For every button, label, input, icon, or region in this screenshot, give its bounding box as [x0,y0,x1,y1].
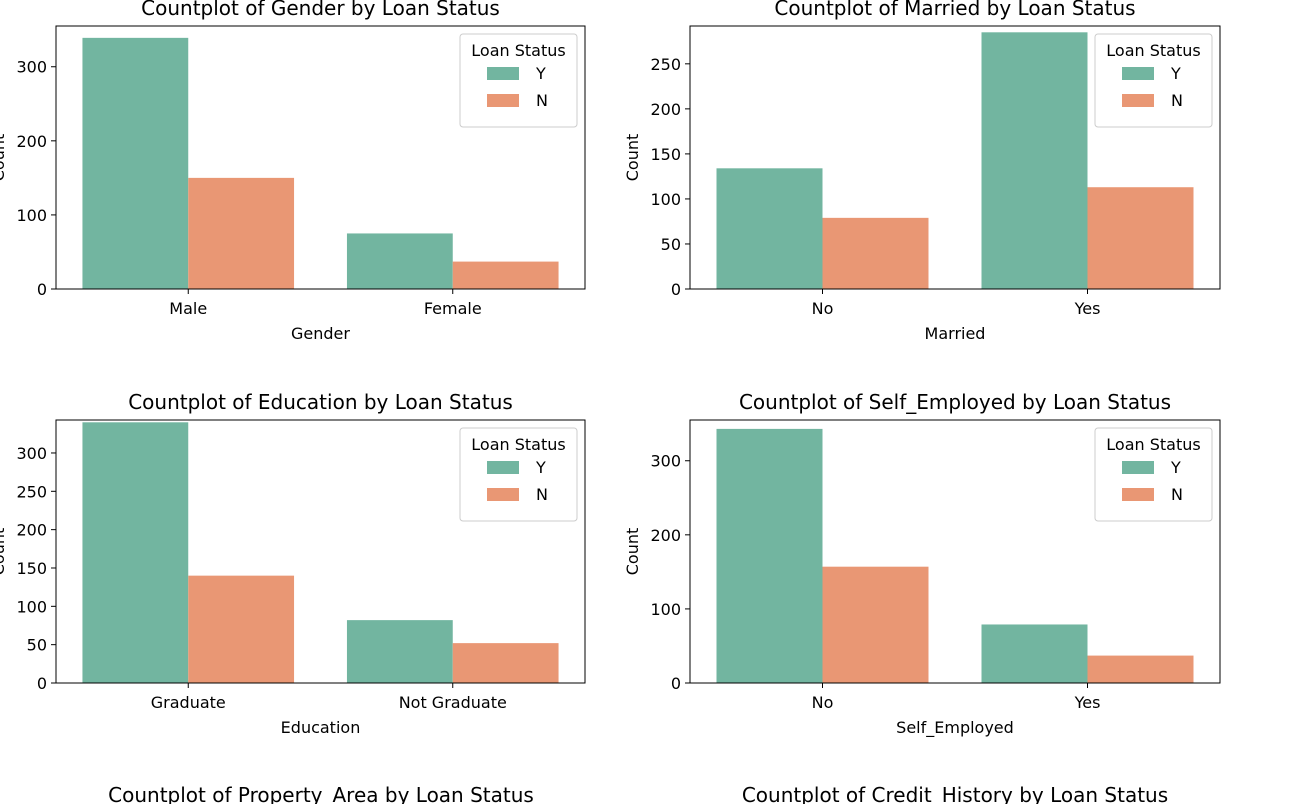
x-axis-label: Self_Employed [896,718,1014,738]
y-tick-label: 50 [27,636,47,655]
legend-title: Loan Status [471,41,565,60]
bar-y [716,168,823,289]
chart-panels: Countplot of Gender by Loan Status 0 100 20… [0,0,1221,738]
bar-y [346,233,453,289]
y-tick-label: 300 [16,444,47,463]
bar-n [452,261,559,289]
bar-y [981,32,1088,289]
y-tick-label: 200 [650,526,681,545]
bar-n [188,177,295,289]
legend: Loan Status YN [1094,33,1213,128]
legend-title: Loan Status [1106,41,1200,60]
legend: Loan Status YN [459,33,578,128]
y-tick-label: 100 [650,600,681,619]
y-tick-label: 150 [650,145,681,164]
chart-panel: Countplot of Education by Loan Status 0 50… [0,390,586,737]
legend-swatch-n [1122,94,1154,107]
bar-y [716,428,823,683]
y-tick-label: 300 [650,452,681,471]
y-tick-label: 100 [16,206,47,225]
legend-swatch-n [1122,488,1154,501]
legend-label-y: Y [1170,64,1181,83]
chart-title: Countplot of Gender by Loan Status [141,0,500,20]
legend-label-y: Y [535,458,546,477]
chart-title: Countplot of Married by Loan Status [774,0,1135,20]
y-tick-label: 100 [16,597,47,616]
chart-title: Countplot of Self_Employed by Loan Statu… [739,390,1171,414]
legend: Loan Status YN [459,427,578,522]
legend-title: Loan Status [471,435,565,454]
x-tick-label: Female [424,299,482,318]
y-tick-label: 300 [16,58,47,77]
x-tick-label: Yes [1074,299,1101,318]
legend-label-y: Y [535,64,546,83]
legend-label-n: N [1171,485,1183,504]
legend-swatch-y [487,461,519,474]
y-tick-label: 0 [37,280,47,299]
legend-swatch-y [1122,461,1154,474]
legend-swatch-y [487,67,519,80]
axes-frame [689,25,1221,290]
chart-title: Countplot of Education by Loan Status [128,390,513,414]
x-axis-label: Married [925,324,986,343]
bar-n [452,643,559,683]
bar-n [822,217,929,289]
bar-n [188,575,295,683]
legend: Loan Status YN [1094,427,1213,522]
legend-label-n: N [1171,91,1183,110]
x-tick-label: Male [169,299,207,318]
y-tick-label: 100 [650,190,681,209]
bar-y [346,620,453,683]
axes-frame [55,419,586,684]
x-tick-label: Not Graduate [399,693,507,712]
x-tick-label: Graduate [151,693,226,712]
bar-n [1087,655,1194,683]
x-axis-label: Gender [291,324,350,343]
chart-panel: Countplot of Married by Loan Status 0 50 10… [623,0,1221,343]
x-tick-label: No [812,299,834,318]
axes-frame [55,25,586,290]
y-tick-label: 0 [671,280,681,299]
legend-swatch-n [487,94,519,107]
bottom-left-chart-title: Countplot of Property_Area by Loan Statu… [108,783,534,804]
y-axis-label: Count [623,528,642,576]
x-axis-label: Education [281,718,361,737]
y-tick-label: 0 [671,674,681,693]
y-axis-label: Count [0,528,8,576]
y-tick-label: 150 [16,559,47,578]
y-tick-label: 200 [16,132,47,151]
x-tick-label: No [812,693,834,712]
legend-swatch-n [487,488,519,501]
y-tick-label: 250 [650,55,681,74]
chart-panel: Countplot of Gender by Loan Status 0 100 20… [0,0,586,343]
axes-frame [689,419,1221,684]
y-tick-label: 250 [16,482,47,501]
chart-panel: Countplot of Self_Employed by Loan Statu… [623,390,1221,738]
bar-n [822,566,929,683]
bar-y [82,37,189,290]
legend-label-n: N [536,485,548,504]
y-axis-label: Count [623,134,642,182]
legend-label-n: N [536,91,548,110]
bar-y [981,624,1088,683]
y-axis-label: Count [0,134,8,182]
legend-swatch-y [1122,67,1154,80]
legend-label-y: Y [1170,458,1181,477]
x-tick-label: Yes [1074,693,1101,712]
y-tick-label: 50 [661,235,681,254]
bar-y [82,422,189,683]
bar-n [1087,187,1194,289]
y-tick-label: 200 [650,100,681,119]
y-tick-label: 0 [37,674,47,693]
bottom-right-chart-title: Countplot of Credit_History by Loan Stat… [742,783,1168,804]
y-tick-label: 200 [16,521,47,540]
legend-title: Loan Status [1106,435,1200,454]
